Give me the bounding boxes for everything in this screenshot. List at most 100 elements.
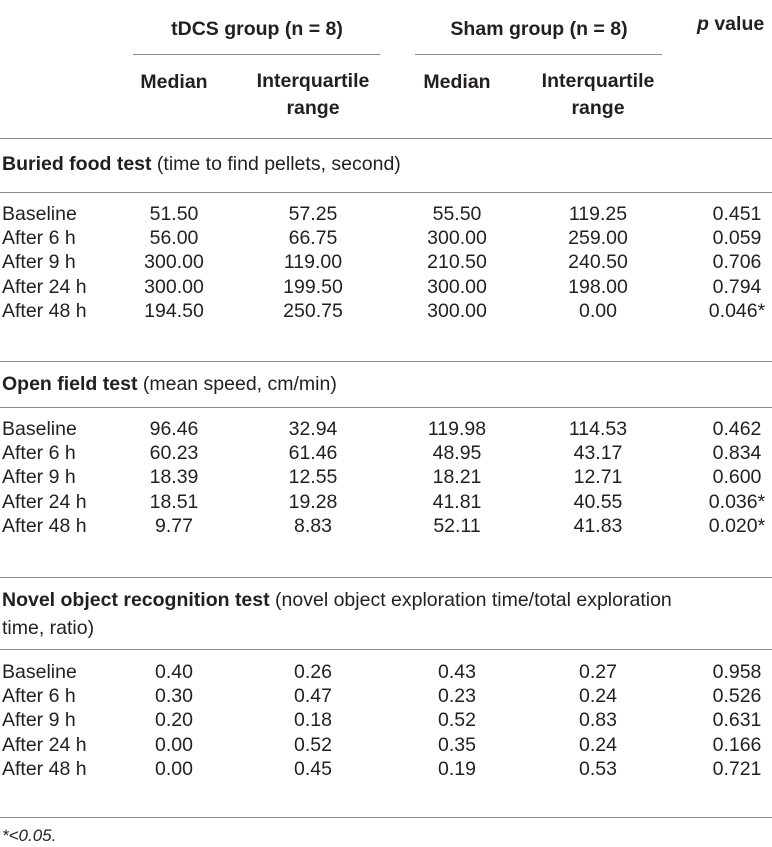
row-label: After 6 h [2,442,76,465]
cell-tdcs-iqr: 61.46 [288,442,338,465]
cell-tdcs-iqr: 0.18 [294,709,332,732]
cell-sham-median: 0.23 [438,685,476,708]
cell-tdcs-median: 194.50 [144,299,204,322]
cell-tdcs-median: 300.00 [144,275,204,298]
cell-tdcs-median: 56.00 [149,227,199,250]
row-label: After 24 h [2,733,87,756]
cell-p: 0.059 [712,227,762,250]
cell-sham-median: 41.81 [432,490,482,513]
tdcs-median-header: Median [140,71,208,93]
cell-tdcs-iqr: 0.45 [294,757,332,780]
cell-tdcs-iqr: 0.26 [294,661,332,683]
cell-tdcs-iqr: 0.52 [294,733,332,756]
cell-tdcs-median: 51.50 [149,203,199,225]
cell-p: 0.631 [712,709,762,732]
cell-sham-median: 119.98 [427,418,487,440]
cell-sham-iqr: 40.55 [573,490,623,513]
cell-sham-median: 0.52 [438,709,476,732]
table-bottom-rule [0,817,772,818]
sham-group-header: Sham group (n = 8) [450,18,628,40]
row-label: After 9 h [2,466,76,489]
cell-sham-iqr: 0.27 [579,661,617,683]
cell-p: 0.462 [712,418,762,440]
cell-sham-iqr: 0.24 [579,733,617,756]
cell-tdcs-iqr: 32.94 [288,418,338,440]
p-value-header: p value [697,13,765,35]
row-label: After 6 h [2,227,76,250]
tdcs-group-header: tDCS group (n = 8) [171,18,343,40]
cell-p: 0.958 [712,661,762,683]
cell-sham-median: 300.00 [427,299,487,322]
cell-sham-iqr: 41.83 [573,514,623,537]
section-rule [0,649,772,650]
section-title: Open field test (mean speed, cm/min) [2,373,337,395]
section-rule [0,577,772,578]
cell-sham-median: 48.95 [432,442,482,465]
cell-tdcs-iqr: 8.83 [294,514,332,537]
tdcs-header-rule [133,54,380,55]
cell-tdcs-median: 0.40 [155,661,193,683]
row-label: Baseline [2,418,77,440]
row-label: After 48 h [2,757,87,780]
cell-sham-iqr: 43.17 [573,442,623,465]
cell-sham-iqr: 240.50 [568,251,628,274]
cell-p: 0.451 [712,203,762,225]
cell-tdcs-median: 60.23 [149,442,199,465]
cell-p: 0.834 [712,442,762,465]
tdcs-iqr-header: Interquartile range [256,70,370,119]
cell-sham-iqr: 119.25 [568,203,628,225]
section-title: Novel object recognition test (novel obj… [2,589,672,611]
section-rule [0,361,772,362]
row-label: After 48 h [2,299,87,322]
row-label: Baseline [2,203,77,225]
cell-sham-iqr: 114.53 [568,418,628,440]
cell-p: 0.600 [712,466,762,489]
cell-tdcs-iqr: 66.75 [288,227,338,250]
row-label: After 24 h [2,275,87,298]
cell-tdcs-median: 300.00 [144,251,204,274]
cell-tdcs-median: 0.00 [155,757,193,780]
section-title: Buried food test (time to find pellets, … [2,153,401,175]
cell-p: 0.020* [708,514,766,537]
cell-sham-iqr: 0.00 [579,299,617,322]
cell-p: 0.046* [708,299,766,322]
footnote: *<0.05. [2,826,57,845]
sham-median-header: Median [423,71,491,93]
cell-p: 0.166 [712,733,762,756]
cell-tdcs-iqr: 12.55 [288,466,338,489]
cell-sham-median: 52.11 [433,514,481,537]
cell-tdcs-median: 18.39 [149,466,199,489]
cell-tdcs-median: 96.46 [149,418,199,440]
cell-tdcs-iqr: 119.00 [283,251,343,274]
cell-tdcs-median: 0.30 [155,685,193,708]
cell-sham-iqr: 198.00 [568,275,628,298]
row-label: After 9 h [2,709,76,732]
cell-sham-median: 0.43 [438,661,476,683]
cell-sham-median: 0.19 [438,757,476,780]
cell-p: 0.706 [712,251,762,274]
sham-iqr-header: Interquartile range [541,70,655,119]
cell-p: 0.794 [712,275,762,298]
cell-sham-median: 210.50 [427,251,487,274]
row-label: After 9 h [2,251,76,274]
cell-tdcs-median: 0.20 [155,709,193,732]
cell-tdcs-iqr: 19.28 [288,490,338,513]
cell-tdcs-iqr: 0.47 [294,685,332,708]
cell-p: 0.721 [712,757,762,780]
cell-sham-iqr: 0.53 [579,757,617,780]
cell-tdcs-median: 9.77 [155,514,193,537]
cell-tdcs-iqr: 57.25 [288,203,338,225]
cell-p: 0.036* [708,490,766,513]
header-bottom-rule [0,138,772,139]
cell-sham-median: 300.00 [427,227,487,250]
cell-sham-median: 300.00 [427,275,487,298]
cell-tdcs-iqr: 199.50 [283,275,343,298]
row-label: After 6 h [2,685,76,708]
row-label: Baseline [2,661,77,683]
cell-p: 0.526 [712,685,762,708]
section-rule [0,192,772,193]
section-title-line2: time, ratio) [2,617,95,639]
cell-tdcs-median: 0.00 [155,733,193,756]
cell-sham-median: 18.21 [432,466,482,489]
